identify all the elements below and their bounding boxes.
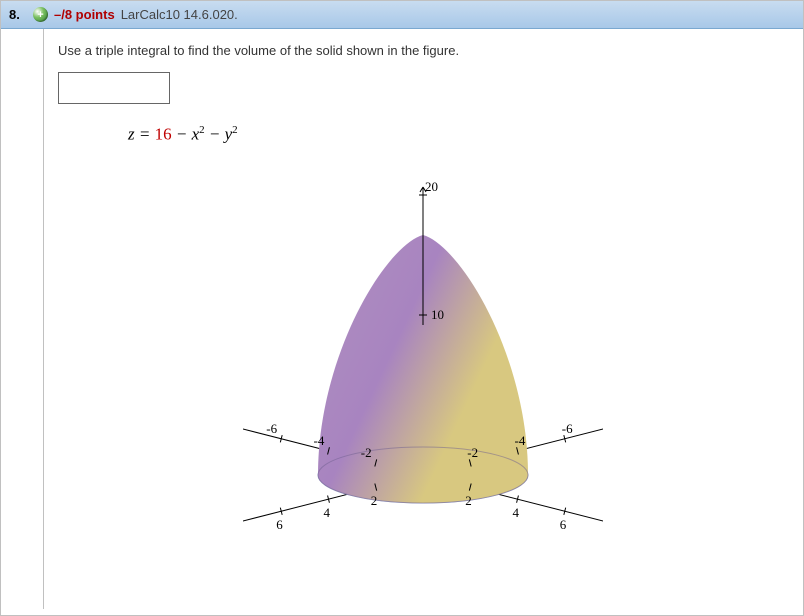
axis-ul-label: -6 bbox=[266, 420, 277, 435]
textbook-reference: LarCalc10 14.6.020. bbox=[121, 7, 238, 22]
expand-icon[interactable]: + bbox=[33, 7, 48, 22]
axis-ul-label: -4 bbox=[313, 433, 324, 448]
figure-wrap: 20102468x2468y-2-4-6-8-2-4-6-8 bbox=[58, 165, 787, 548]
eq-coef: 16 bbox=[155, 125, 172, 144]
eq-rest2: − y bbox=[205, 125, 233, 144]
z-label-10: 10 bbox=[431, 307, 444, 322]
eq-rest1: − x bbox=[172, 125, 200, 144]
question-container: 8. + –/8 points LarCalc10 14.6.020. Use … bbox=[0, 0, 804, 616]
axis-ur-label: -6 bbox=[561, 420, 572, 435]
axis-lr-label: 4 bbox=[512, 505, 519, 520]
paraboloid-figure: 20102468x2468y-2-4-6-8-2-4-6-8 bbox=[243, 165, 603, 545]
axis-lr-label: 6 bbox=[559, 517, 566, 532]
eq-sup2: 2 bbox=[232, 124, 238, 136]
answer-input[interactable] bbox=[58, 72, 170, 104]
axis-ll-label: 4 bbox=[323, 505, 330, 520]
question-body: Use a triple integral to find the volume… bbox=[43, 29, 797, 609]
axis-ll-label: 2 bbox=[370, 493, 377, 508]
z-label-20: 20 bbox=[425, 179, 438, 194]
surface-equation: z = 16 − x2 − y2 bbox=[128, 124, 787, 145]
axis-ll-label: 6 bbox=[276, 517, 283, 532]
question-number: 8. bbox=[9, 7, 33, 22]
axis-ur-label: -4 bbox=[514, 433, 525, 448]
axis-lr-label: 2 bbox=[465, 493, 472, 508]
question-header: 8. + –/8 points LarCalc10 14.6.020. bbox=[1, 1, 803, 29]
eq-sign: = bbox=[135, 125, 155, 144]
question-prompt: Use a triple integral to find the volume… bbox=[58, 43, 787, 58]
axis-ul-label: -2 bbox=[360, 445, 371, 460]
points-label: –/8 points bbox=[54, 7, 115, 22]
axis-ur-label: -2 bbox=[467, 445, 478, 460]
eq-lhs: z bbox=[128, 125, 135, 144]
